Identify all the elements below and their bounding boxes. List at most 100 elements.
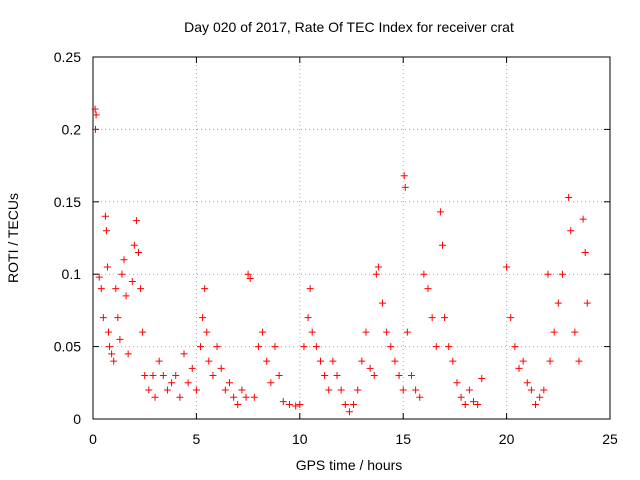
x-tick-label: 20 bbox=[499, 431, 515, 447]
data-point bbox=[97, 285, 105, 293]
data-point bbox=[523, 379, 531, 387]
data-point bbox=[333, 372, 341, 380]
data-point bbox=[306, 285, 314, 293]
data-point bbox=[296, 401, 304, 409]
data-point bbox=[141, 372, 149, 380]
data-point bbox=[391, 357, 399, 365]
data-point bbox=[372, 270, 380, 278]
data-point bbox=[230, 393, 238, 401]
data-point bbox=[567, 227, 575, 235]
axis-ticks: 0 5 10 15 20 25 0 0.05 0.1 0.15 0.2 0.25 bbox=[54, 49, 618, 447]
data-point bbox=[329, 357, 337, 365]
data-point bbox=[400, 172, 408, 180]
x-tick-label: 0 bbox=[89, 431, 97, 447]
data-point bbox=[583, 299, 591, 307]
data-point bbox=[558, 270, 566, 278]
data-point bbox=[168, 379, 176, 387]
data-point bbox=[354, 386, 362, 394]
data-point bbox=[503, 263, 511, 271]
data-point bbox=[176, 393, 184, 401]
data-point bbox=[445, 343, 453, 351]
data-point bbox=[279, 398, 287, 406]
data-point bbox=[130, 241, 138, 249]
data-point bbox=[300, 343, 308, 351]
data-point bbox=[221, 386, 229, 394]
data-point bbox=[259, 328, 267, 336]
data-point bbox=[554, 299, 562, 307]
data-point bbox=[110, 357, 118, 365]
data-point bbox=[217, 364, 225, 372]
data-point bbox=[124, 350, 132, 358]
data-point bbox=[101, 212, 109, 220]
data-point bbox=[438, 241, 446, 249]
data-point bbox=[507, 314, 515, 322]
y-tick-label: 0.25 bbox=[54, 49, 81, 65]
data-point bbox=[461, 401, 469, 409]
data-point bbox=[449, 357, 457, 365]
data-point bbox=[122, 292, 130, 300]
data-point bbox=[137, 285, 145, 293]
data-point bbox=[544, 270, 552, 278]
data-point bbox=[91, 105, 99, 113]
y-tick-label: 0.15 bbox=[54, 194, 81, 210]
data-point bbox=[114, 314, 122, 322]
data-point bbox=[116, 335, 124, 343]
data-point bbox=[412, 386, 420, 394]
data-point bbox=[379, 299, 387, 307]
data-point bbox=[470, 398, 478, 406]
data-point bbox=[316, 357, 324, 365]
data-point bbox=[374, 263, 382, 271]
data-point bbox=[242, 393, 250, 401]
grid-lines bbox=[93, 57, 610, 419]
data-point bbox=[345, 408, 353, 416]
data-point bbox=[151, 393, 159, 401]
data-point bbox=[571, 328, 579, 336]
data-point bbox=[263, 357, 271, 365]
data-point bbox=[172, 372, 180, 380]
data-point bbox=[238, 386, 246, 394]
y-tick-label: 0.1 bbox=[62, 266, 82, 282]
data-point bbox=[312, 343, 320, 351]
data-point bbox=[159, 372, 167, 380]
data-point bbox=[321, 372, 329, 380]
data-point bbox=[532, 401, 540, 409]
data-point bbox=[565, 193, 573, 201]
data-point bbox=[155, 357, 163, 365]
data-point bbox=[199, 314, 207, 322]
y-tick-label: 0.2 bbox=[62, 121, 82, 137]
data-point bbox=[579, 215, 587, 223]
data-point bbox=[581, 248, 589, 256]
y-tick-label: 0.05 bbox=[54, 339, 81, 355]
data-point bbox=[139, 328, 147, 336]
data-point bbox=[213, 343, 221, 351]
data-point bbox=[474, 401, 482, 409]
data-point bbox=[149, 372, 157, 380]
data-point bbox=[366, 364, 374, 372]
data-point bbox=[546, 357, 554, 365]
data-point bbox=[184, 379, 192, 387]
data-point bbox=[399, 386, 407, 394]
data-point bbox=[91, 125, 99, 133]
data-point bbox=[106, 343, 114, 351]
data-point bbox=[128, 277, 136, 285]
data-point bbox=[424, 285, 432, 293]
data-point bbox=[308, 328, 316, 336]
data-point bbox=[275, 372, 283, 380]
data-point bbox=[108, 350, 116, 358]
data-point bbox=[105, 328, 113, 336]
data-point bbox=[575, 357, 583, 365]
data-point bbox=[420, 270, 428, 278]
data-point bbox=[95, 273, 103, 281]
data-point bbox=[403, 328, 411, 336]
data-point bbox=[428, 314, 436, 322]
data-point bbox=[292, 402, 300, 410]
data-point bbox=[478, 374, 486, 382]
data-point bbox=[519, 357, 527, 365]
data-point bbox=[362, 328, 370, 336]
data-point bbox=[118, 270, 126, 278]
data-point bbox=[192, 386, 200, 394]
data-point bbox=[102, 227, 110, 235]
data-point bbox=[527, 386, 535, 394]
data-point bbox=[536, 393, 544, 401]
